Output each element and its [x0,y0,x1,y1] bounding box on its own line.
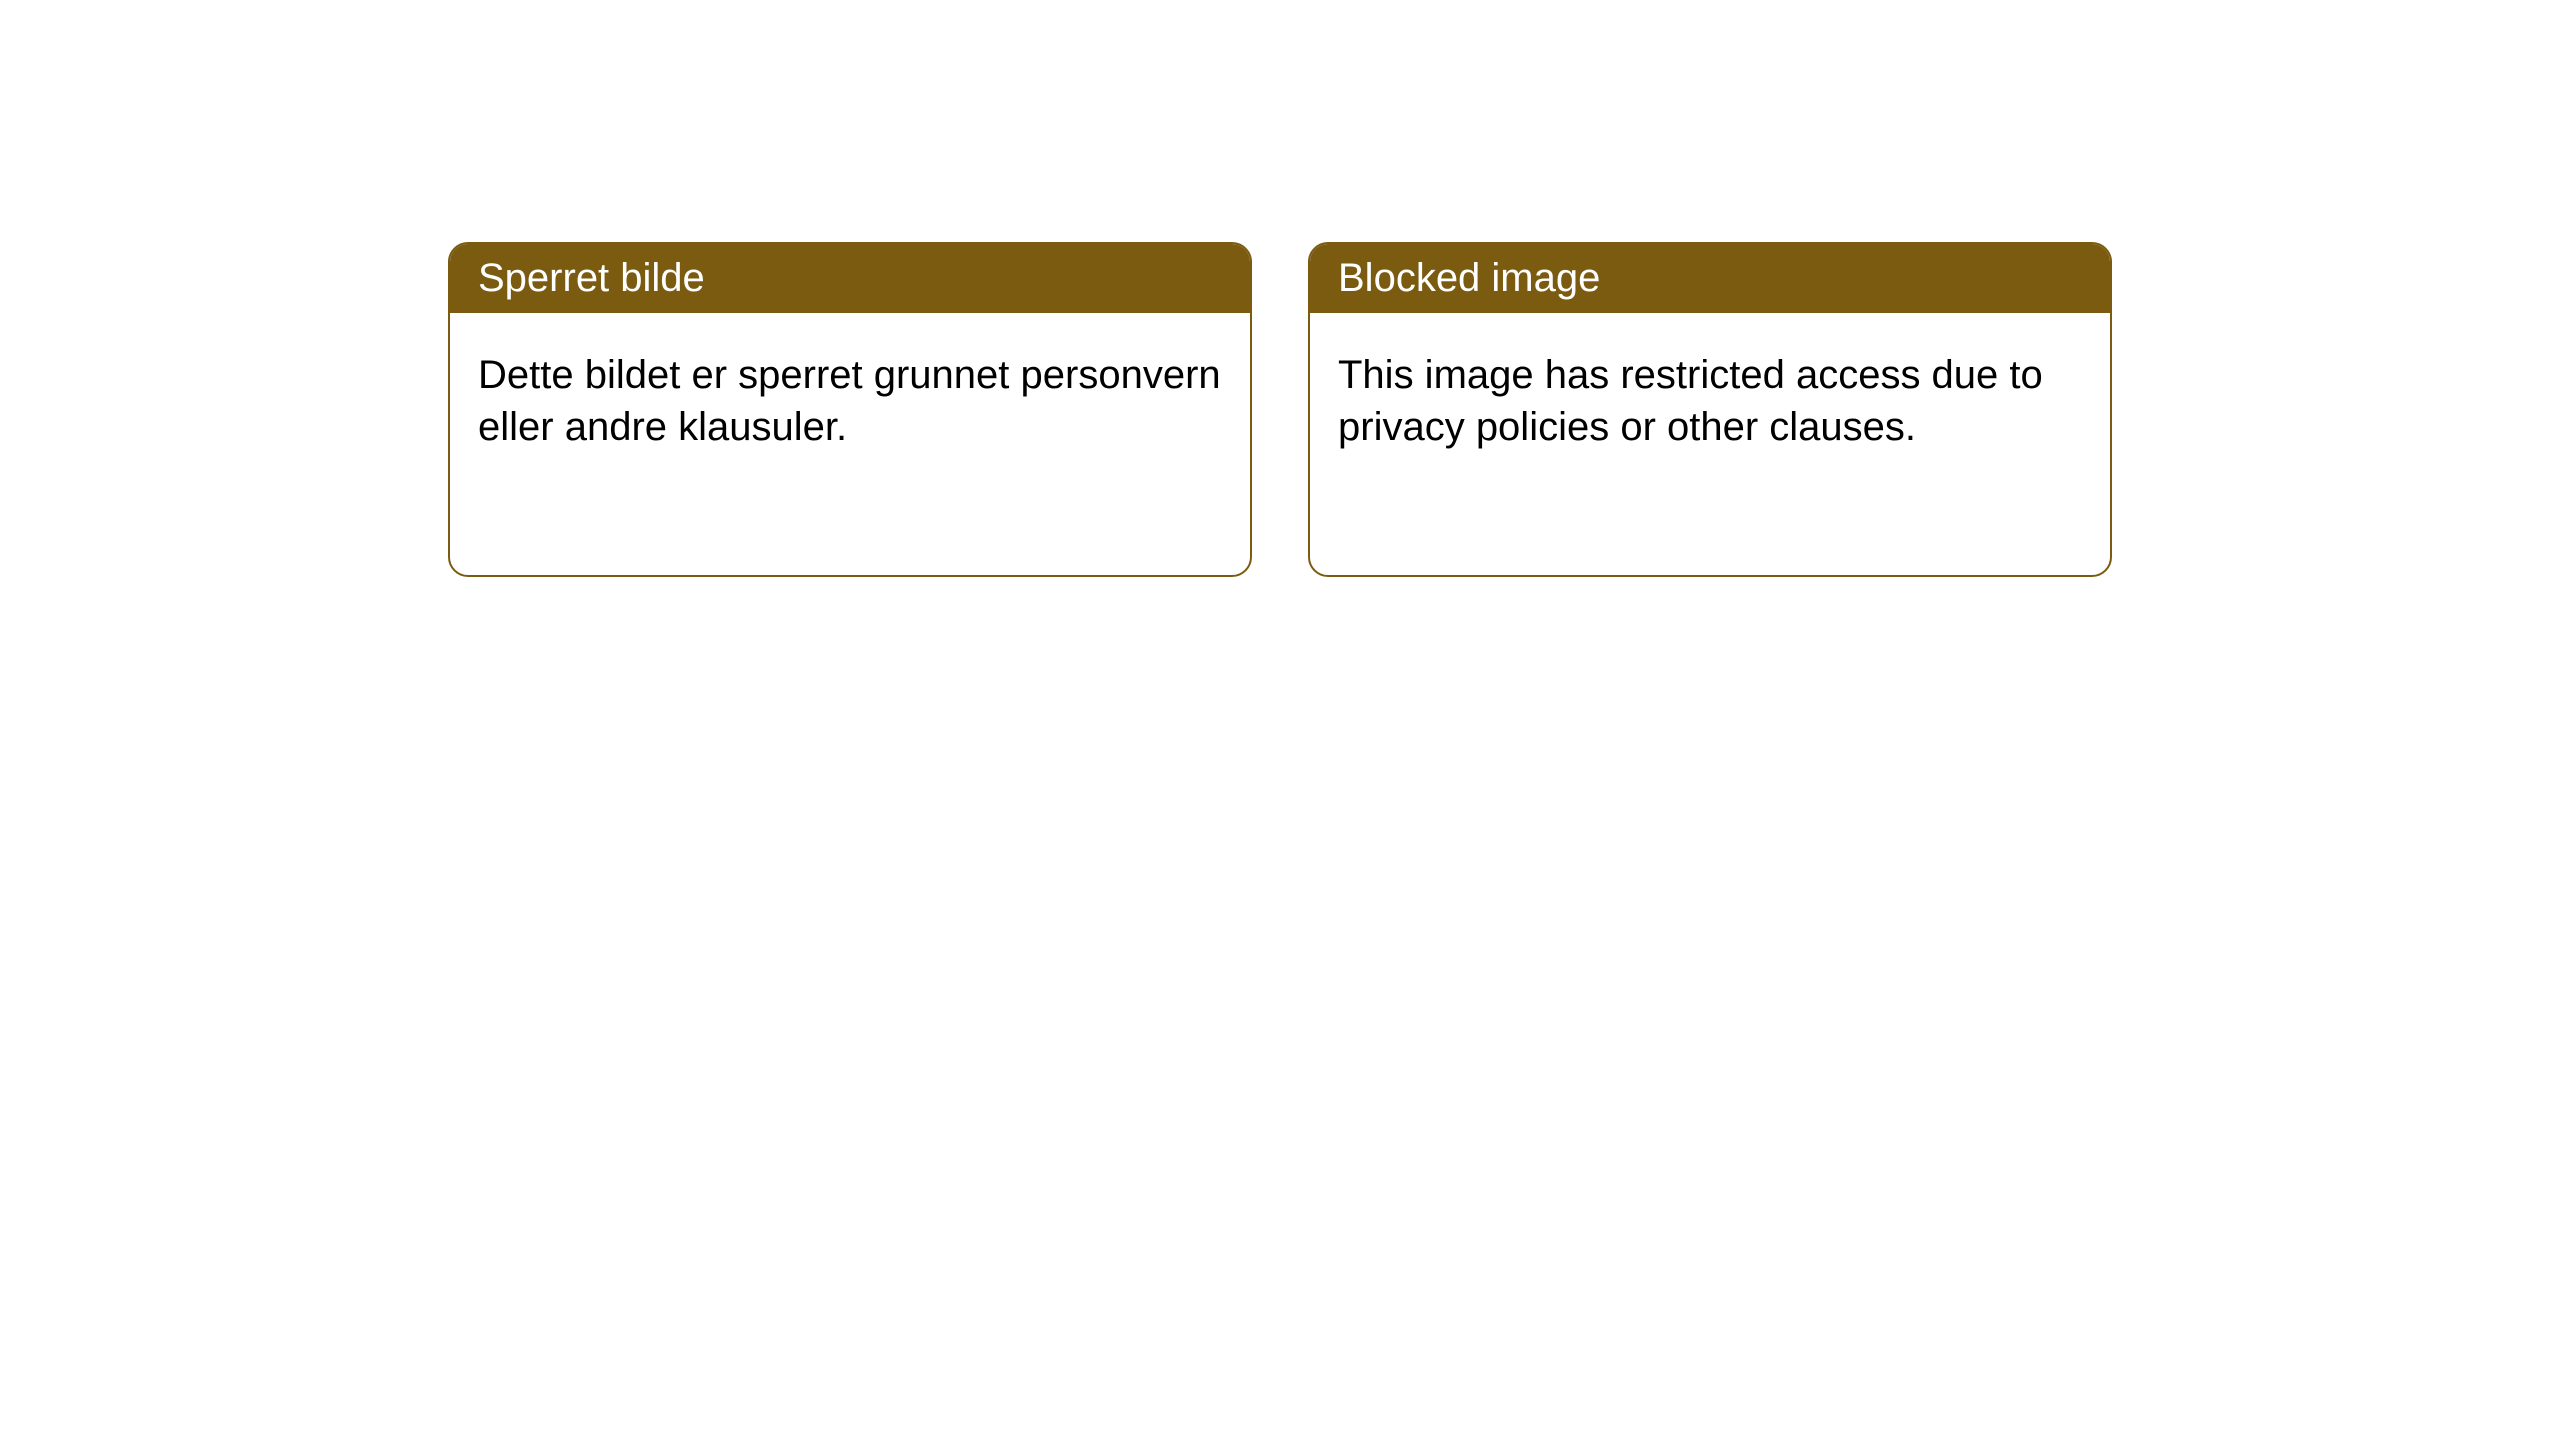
card-header-english: Blocked image [1310,244,2110,313]
notice-cards-container: Sperret bilde Dette bildet er sperret gr… [0,0,2560,577]
card-body-norwegian: Dette bildet er sperret grunnet personve… [450,313,1250,489]
notice-card-english: Blocked image This image has restricted … [1308,242,2112,577]
notice-card-norwegian: Sperret bilde Dette bildet er sperret gr… [448,242,1252,577]
card-body-english: This image has restricted access due to … [1310,313,2110,489]
card-header-norwegian: Sperret bilde [450,244,1250,313]
